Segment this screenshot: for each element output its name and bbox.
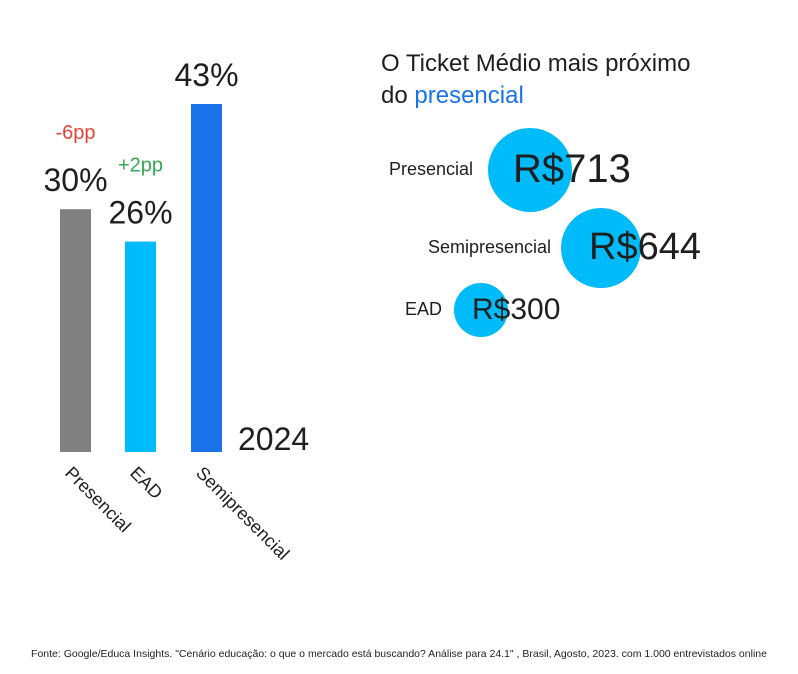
bar-chart: 30% -6pp Presencial 26% +2pp EAD 43% Semipresen… [43,57,309,564]
ticket-title-highlight: presencial [414,82,524,109]
bar-category-presencial: Presencial [61,463,135,537]
bar-value-presencial: 30% [43,162,107,198]
year-label: 2024 [238,421,309,457]
bar-presencial [60,209,91,452]
bubble-value-ead: R$300 [472,292,561,326]
footer-source: Fonte: Google/Educa Insights. "Cenário e… [31,648,767,660]
bubble-ead [453,282,509,338]
bubble-semipresencial [561,208,641,288]
bubble-presencial [488,128,572,212]
bar-delta-presencial: -6pp [55,122,95,144]
bar-semipresencial [191,104,222,452]
bar-category-semipresencial: Semipresencial [192,463,293,564]
bubble-value-presencial: R$713 [513,146,631,191]
ticket-title-line1: O Ticket Médio mais próximo [381,50,691,77]
bar-value-ead: 26% [108,195,172,231]
ticket-title-line2-prefix: do [381,82,415,109]
bubble-label-ead: EAD [404,299,442,319]
bar-category-ead: EAD [126,463,166,503]
bar-ead [125,241,156,452]
bar-delta-ead: +2pp [118,155,163,177]
bubble-value-semipresencial: R$644 [589,225,701,268]
bubble-label-semipresencial: Semipresencial [427,237,551,257]
bar-value-semipresencial: 43% [174,57,238,93]
ticket-title: O Ticket Médio mais próximo do presencia… [381,48,781,112]
bubble-label-presencial: Presencial [388,159,473,179]
